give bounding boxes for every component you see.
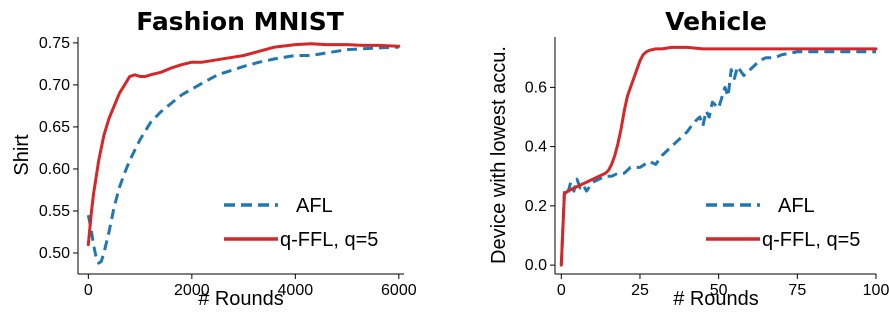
x-tick-label: 0 (84, 282, 93, 299)
y-axis-label: Shirt (11, 134, 33, 176)
legend-label-afl: AFL (778, 195, 815, 217)
y-ticks: 0.50 0.55 0.60 0.65 0.70 0.75 (39, 35, 78, 262)
y-tick-label: 0.60 (39, 161, 70, 178)
chart-title: Vehicle (665, 7, 767, 36)
series-line-qffl (86, 42, 401, 247)
y-tick-label: 0.75 (39, 35, 70, 52)
x-ticks: 0 2000 4000 6000 (84, 274, 417, 299)
legend-label-qffl: q-FFL, q=5 (762, 229, 860, 251)
x-tick-label: 4000 (278, 282, 314, 299)
x-tick-label: 6000 (381, 282, 417, 299)
y-tick-label: 0.0 (525, 257, 547, 274)
legend-label-qffl: q-FFL, q=5 (280, 229, 378, 251)
y-tick-label: 0.6 (525, 79, 547, 96)
series-line-afl (559, 50, 876, 266)
y-tick-label: 0.50 (39, 245, 70, 262)
series-line-qffl (559, 45, 878, 267)
legend: AFL q-FFL, q=5 (224, 195, 378, 251)
legend: AFL q-FFL, q=5 (706, 195, 860, 251)
series-layer (559, 45, 878, 267)
legend-label-afl: AFL (296, 195, 333, 217)
y-tick-label: 0.2 (525, 198, 547, 215)
y-tick-label: 0.70 (39, 77, 70, 94)
chart-title: Fashion MNIST (136, 7, 344, 36)
chart-vehicle: Vehicle 0 25 50 75 100 0.0 0.2 0.4 0.6 # Rounds… (488, 7, 889, 310)
x-ticks: 0 25 50 75 100 (557, 274, 889, 299)
series-layer (86, 42, 401, 265)
y-tick-label: 0.65 (39, 119, 70, 136)
x-axis-label: # Rounds (673, 288, 759, 310)
x-tick-label: 0 (557, 282, 566, 299)
x-tick-label: 2000 (174, 282, 210, 299)
x-tick-label: 75 (788, 282, 806, 299)
x-tick-label: 50 (710, 282, 728, 299)
y-tick-label: 0.55 (39, 203, 70, 220)
series-line-afl (86, 45, 399, 265)
x-tick-label: 100 (863, 282, 889, 299)
chart-fashion-mnist: Fashion MNIST 0 2000 4000 6000 0.50 0.55 0.60… (11, 7, 417, 310)
y-ticks: 0.0 0.2 0.4 0.6 (525, 79, 555, 274)
x-axis-label: # Rounds (198, 288, 284, 310)
y-tick-label: 0.4 (525, 139, 547, 156)
x-tick-label: 25 (631, 282, 649, 299)
y-axis-label: Device with lowest accu. (488, 46, 510, 264)
